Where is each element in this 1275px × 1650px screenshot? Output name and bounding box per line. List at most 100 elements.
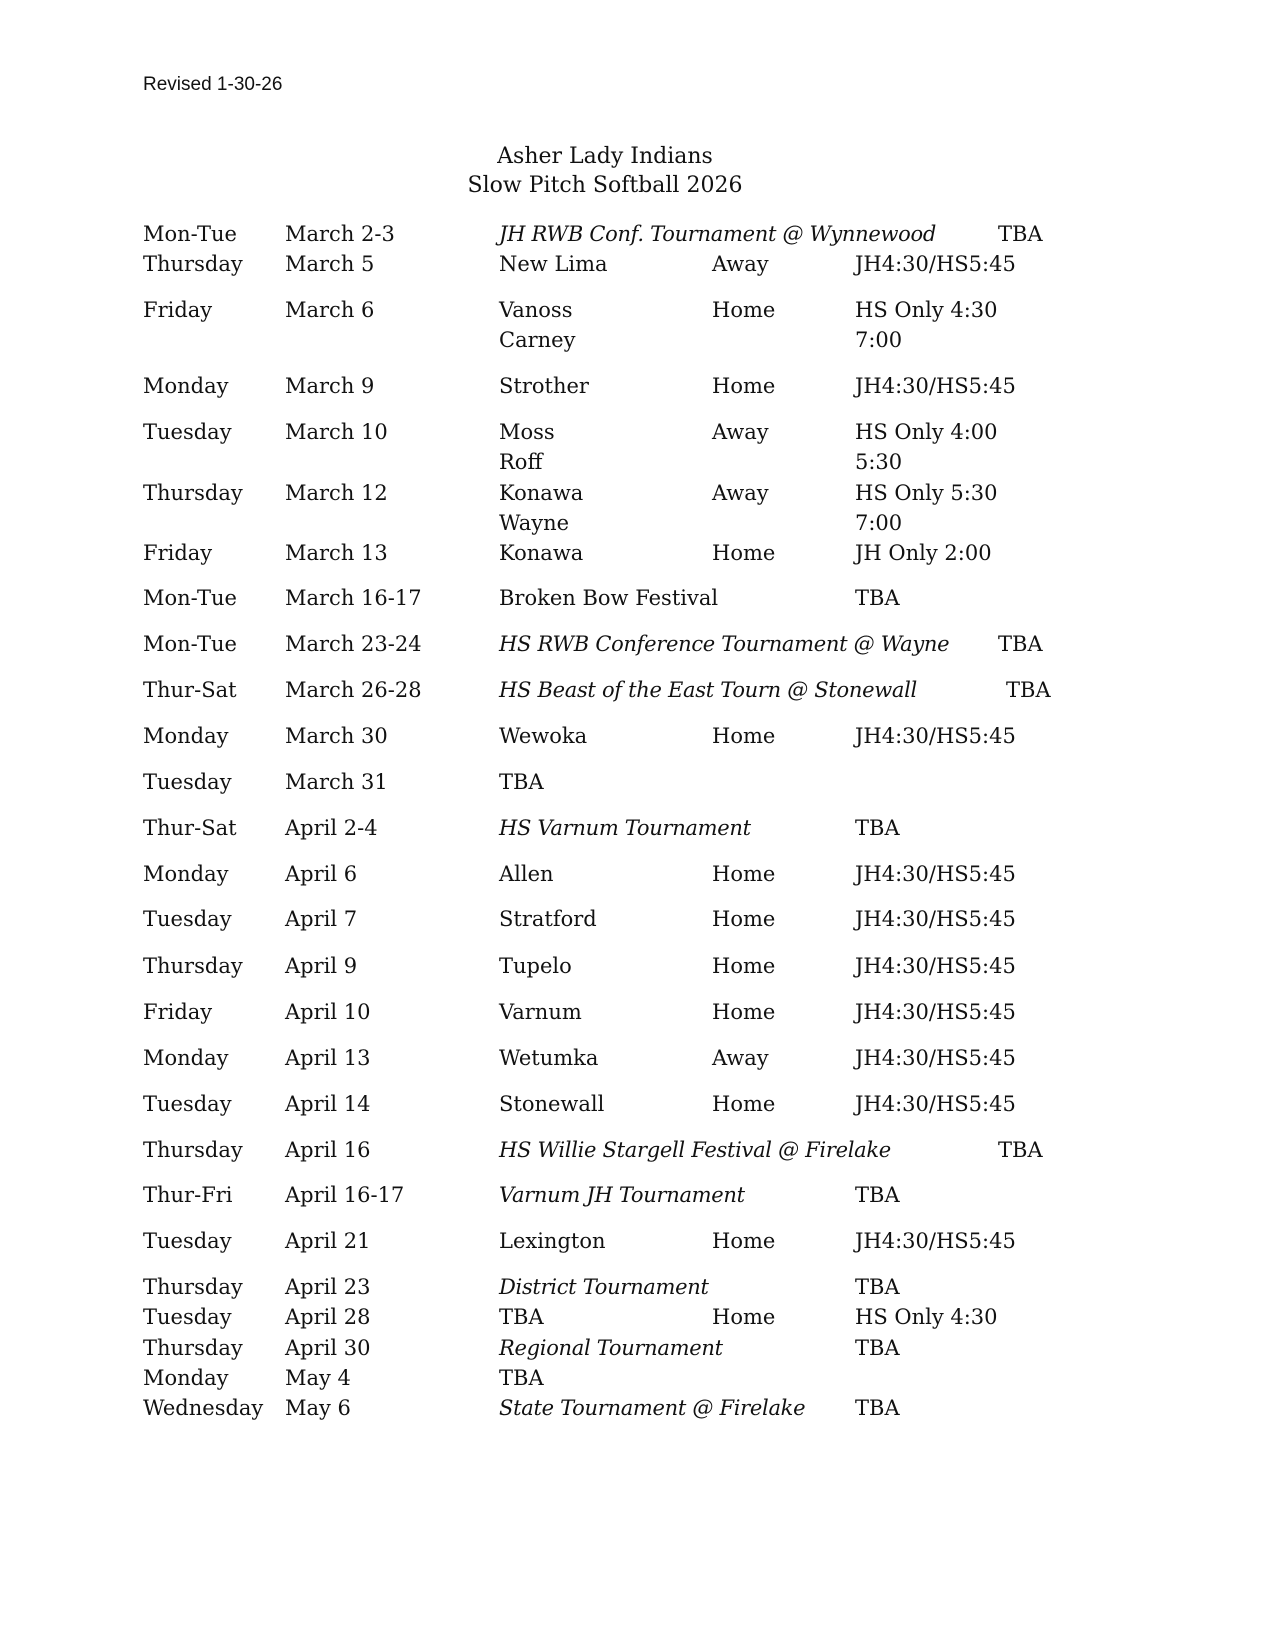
row-opponent: Vanoss [499, 298, 573, 322]
row-time: TBA [855, 816, 900, 840]
row-location: Away [712, 420, 769, 444]
row-date: March 5 [285, 252, 375, 276]
row-day: Thursday [143, 954, 243, 978]
schedule-row: Thur-Sat April 2-4 HS Varnum Tournament TBA [0, 813, 1275, 843]
row-time: 5:30 [855, 450, 903, 474]
row-day: Friday [143, 298, 213, 322]
row-day: Monday [143, 724, 229, 748]
row-day: Friday [143, 541, 213, 565]
row-date: April 28 [285, 1305, 371, 1329]
row-day: Monday [143, 374, 229, 398]
row-time: JH4:30/HS5:45 [855, 1046, 1016, 1070]
row-day: Monday [143, 1366, 229, 1390]
row-time: TBA [855, 1396, 900, 1420]
schedule-row: Thursday April 16 HS Willie Stargell Festi… [0, 1135, 1275, 1165]
row-date: March 31 [285, 770, 388, 794]
schedule-row: Tuesday March 31 TBA [0, 767, 1275, 797]
schedule-row: Mon-Tue March 2-3 JH RWB Conf. Tournament … [0, 219, 1275, 249]
row-date: March 2-3 [285, 222, 395, 246]
schedule-row: Friday April 10 Varnum Home JH4:30/HS5:45 [0, 997, 1275, 1027]
row-day: Mon-Tue [143, 632, 237, 656]
row-location: Away [712, 252, 769, 276]
schedule-row: Tuesday March 10 Moss Away HS Only 4:00 [0, 417, 1275, 447]
row-day: Thur-Sat [143, 816, 237, 840]
row-day: Tuesday [143, 770, 232, 794]
row-opponent: Stratford [499, 907, 597, 931]
row-day: Wednesday [143, 1396, 264, 1420]
row-day: Thur-Fri [143, 1183, 233, 1207]
row-opponent: Allen [499, 862, 554, 886]
schedule-row: Monday April 6 Allen Home JH4:30/HS5:45 [0, 859, 1275, 889]
row-time: JH4:30/HS5:45 [855, 252, 1016, 276]
row-opponent: Stonewall [499, 1092, 605, 1116]
row-opponent: Tupelo [499, 954, 572, 978]
schedule-row: Thursday March 12 Konawa Away HS Only 5:30 [0, 478, 1275, 508]
row-location: Home [712, 298, 776, 322]
row-date: March 23-24 [285, 632, 422, 656]
row-time: JH4:30/HS5:45 [855, 907, 1016, 931]
row-time: HS Only 4:30 [855, 298, 998, 322]
schedule-row: Tuesday April 7 Stratford Home JH4:30/HS5:45 [0, 904, 1275, 934]
row-day: Thursday [143, 1138, 243, 1162]
schedule-row: Mon-Tue March 23-24 HS RWB Conference Tour… [0, 629, 1275, 659]
row-opponent: Wewoka [499, 724, 588, 748]
row-date: April 13 [285, 1046, 371, 1070]
row-time: TBA [998, 222, 1043, 246]
row-opponent: District Tournament [499, 1275, 709, 1299]
row-opponent: State Tournament @ Firelake [499, 1396, 806, 1420]
row-location: Home [712, 1229, 776, 1253]
row-time: JH4:30/HS5:45 [855, 954, 1016, 978]
row-date: March 26-28 [285, 678, 422, 702]
row-opponent: HS RWB Conference Tournament @ Wayne [499, 632, 950, 656]
row-opponent: HS Beast of the East Tourn @ Stonewall [499, 678, 917, 702]
row-date: March 30 [285, 724, 388, 748]
row-opponent: HS Willie Stargell Festival @ Firelake [499, 1138, 891, 1162]
row-opponent: TBA [499, 1305, 544, 1329]
row-date: April 16 [285, 1138, 371, 1162]
row-location: Home [712, 1305, 776, 1329]
row-day: Thursday [143, 1336, 243, 1360]
row-date: April 2-4 [285, 816, 378, 840]
row-date: March 9 [285, 374, 375, 398]
row-time: TBA [1006, 678, 1051, 702]
row-opponent: Regional Tournament [499, 1336, 723, 1360]
row-opponent: Varnum JH Tournament [499, 1183, 745, 1207]
row-time: JH Only 2:00 [855, 541, 992, 565]
schedule-row: Thur-Fri April 16-17 Varnum JH Tournament T… [0, 1180, 1275, 1210]
row-time: TBA [855, 1336, 900, 1360]
row-opponent: Carney [499, 328, 576, 352]
row-date: April 30 [285, 1336, 371, 1360]
schedule-row: Wayne 7:00 [0, 508, 1275, 538]
row-location: Home [712, 862, 776, 886]
document-title: Asher Lady Indians [497, 144, 713, 169]
row-opponent: Konawa [499, 481, 584, 505]
row-day: Monday [143, 1046, 229, 1070]
schedule-row: Monday March 9 Strother Home JH4:30/HS5:45 [0, 371, 1275, 401]
row-day: Tuesday [143, 1092, 232, 1116]
row-time: TBA [855, 1275, 900, 1299]
row-day: Thursday [143, 481, 243, 505]
schedule-row: Thur-Sat March 26-28 HS Beast of the East … [0, 675, 1275, 705]
row-date: May 4 [285, 1366, 351, 1390]
row-opponent: TBA [499, 770, 544, 794]
revision-note: Revised 1-30-26 [143, 74, 283, 95]
row-location: Away [712, 1046, 769, 1070]
row-time: HS Only 4:00 [855, 420, 998, 444]
row-opponent: TBA [499, 1366, 544, 1390]
row-opponent: Lexington [499, 1229, 606, 1253]
row-time: JH4:30/HS5:45 [855, 862, 1016, 886]
row-date: March 10 [285, 420, 388, 444]
row-opponent: Moss [499, 420, 555, 444]
row-date: April 14 [285, 1092, 371, 1116]
row-location: Home [712, 1000, 776, 1024]
row-time: HS Only 4:30 [855, 1305, 998, 1329]
schedule-row: Tuesday April 14 Stonewall Home JH4:30/HS5:4… [0, 1089, 1275, 1119]
row-opponent: JH RWB Conf. Tournament @ Wynnewood [499, 222, 937, 246]
row-time: JH4:30/HS5:45 [855, 1229, 1016, 1253]
schedule-row: Carney 7:00 [0, 325, 1275, 355]
row-day: Mon-Tue [143, 222, 237, 246]
row-location: Home [712, 954, 776, 978]
row-day: Tuesday [143, 907, 232, 931]
row-date: April 23 [285, 1275, 371, 1299]
